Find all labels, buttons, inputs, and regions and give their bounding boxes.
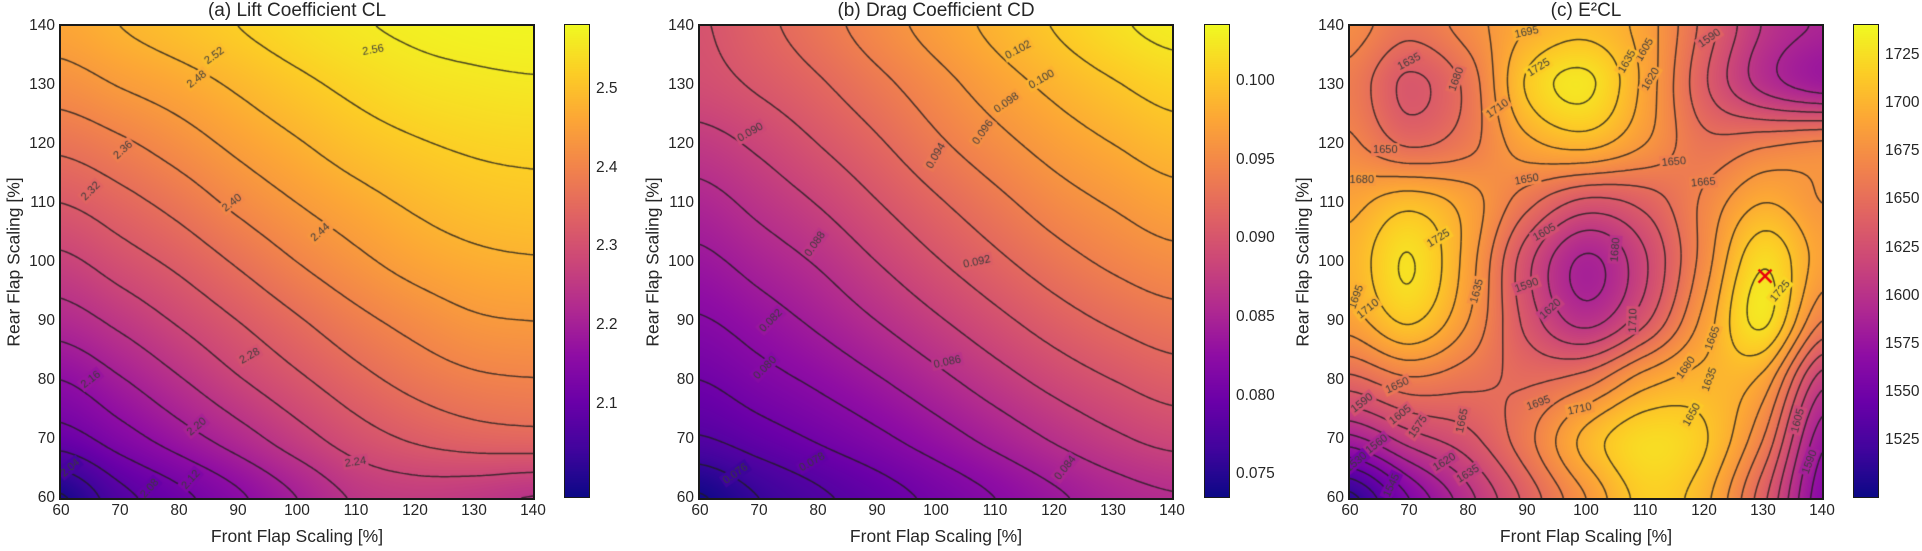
x-tick-label: 140 [520,502,546,519]
y-tick-label: 90 [1326,312,1344,329]
y-tick-label: 120 [29,135,55,152]
x-tick-label: 60 [52,502,70,519]
panel-c-xaxis-label: Front Flap Scaling [%] [1499,526,1673,546]
x-tick-label: 120 [402,502,428,519]
colorbar-tick-label: 2.1 [596,394,618,412]
panel-b-title: (b) Drag Coefficient CD [837,0,1035,21]
panel-a-title: (a) Lift Coefficient CL [207,0,387,21]
colorbar-tick-label: 0.085 [1236,308,1275,326]
colorbar-tick-label: 1600 [1885,286,1920,304]
x-tick-label: 60 [691,502,709,519]
colorbar-tick-label: 0.075 [1236,465,1275,483]
colorbar-tick-label: 1550 [1885,383,1920,401]
y-tick-label: 80 [676,371,694,388]
panel-a-xaxis-label: Front Flap Scaling [%] [210,526,384,546]
colorbar-tick-label: 0.100 [1236,72,1275,90]
x-tick-label: 140 [1159,502,1185,519]
panel-b-xaxis-label: Front Flap Scaling [%] [849,526,1023,546]
colorbar-tick-label: 1625 [1885,238,1920,256]
y-tick-label: 90 [37,312,55,329]
y-tick-label: 100 [29,253,55,270]
y-tick-label: 120 [668,135,694,152]
y-tick-label: 60 [37,489,55,506]
colorbar-b [1204,24,1230,499]
colorbar-tick-label: 1725 [1885,45,1920,63]
x-tick-label: 130 [1100,502,1126,519]
colorbar-tick-label: 1575 [1885,334,1920,352]
y-tick-label: 60 [676,489,694,506]
y-tick-label: 140 [668,17,694,34]
x-tick-label: 110 [1632,502,1658,519]
y-tick-label: 130 [668,76,694,93]
y-tick-label: 80 [1326,371,1344,388]
y-tick-label: 80 [37,371,55,388]
contour-plot-b [698,24,1174,500]
x-tick-label: 90 [229,502,247,519]
colorbar-tick-label: 1675 [1885,142,1920,160]
colorbar-tick-label: 1700 [1885,94,1920,112]
x-tick-label: 100 [1573,502,1599,519]
y-tick-label: 70 [1326,430,1344,447]
x-tick-label: 100 [284,502,310,519]
y-tick-label: 90 [676,312,694,329]
x-tick-label: 130 [461,502,487,519]
colorbar-a [564,24,590,499]
x-tick-label: 80 [170,502,188,519]
x-tick-label: 80 [809,502,827,519]
y-tick-label: 130 [1318,76,1344,93]
x-tick-label: 140 [1809,502,1835,519]
panel-b-yaxis-label: Rear Flap Scaling [%] [642,177,663,347]
colorbar-tick-label: 1525 [1885,431,1920,449]
contour-plot-c [1348,24,1824,500]
colorbar-tick-label: 2.4 [596,158,618,176]
x-tick-label: 70 [111,502,129,519]
y-tick-label: 110 [1319,194,1344,211]
panel-c-yaxis-label: Rear Flap Scaling [%] [1292,177,1313,347]
colorbar-tick-label: 0.090 [1236,229,1275,247]
y-tick-label: 110 [30,194,55,211]
colorbar-tick-label: 0.095 [1236,150,1275,168]
x-tick-label: 120 [1041,502,1067,519]
x-tick-label: 70 [750,502,768,519]
colorbar-tick-label: 2.3 [596,237,618,255]
colorbar-tick-label: 2.5 [596,79,618,97]
x-tick-label: 110 [343,502,369,519]
x-tick-label: 100 [923,502,949,519]
y-tick-label: 70 [37,430,55,447]
colorbar-c [1853,24,1879,499]
x-tick-label: 120 [1691,502,1717,519]
y-tick-label: 140 [1318,17,1344,34]
panel-a-yaxis-label: Rear Flap Scaling [%] [3,177,24,347]
y-tick-label: 110 [669,194,694,211]
x-tick-label: 110 [982,502,1008,519]
y-tick-label: 60 [1326,489,1344,506]
x-tick-label: 90 [1518,502,1536,519]
y-tick-label: 130 [29,76,55,93]
x-tick-label: 60 [1341,502,1359,519]
y-tick-label: 100 [1318,253,1344,270]
panel-c-title: (c) E²CL [1550,0,1622,21]
y-tick-label: 70 [676,430,694,447]
x-tick-label: 90 [868,502,886,519]
x-tick-label: 70 [1400,502,1418,519]
x-tick-label: 130 [1750,502,1776,519]
y-tick-label: 140 [29,17,55,34]
colorbar-tick-label: 0.080 [1236,386,1275,404]
x-tick-label: 80 [1459,502,1477,519]
contour-plot-a [59,24,535,500]
colorbar-tick-label: 1650 [1885,190,1920,208]
y-tick-label: 120 [1318,135,1344,152]
colorbar-tick-label: 2.2 [596,315,618,333]
y-tick-label: 100 [668,253,694,270]
